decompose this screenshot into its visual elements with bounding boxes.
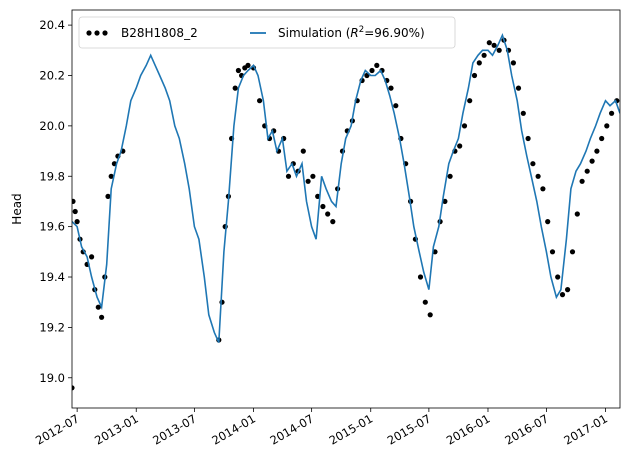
- y-tick-label: 19.4: [39, 270, 65, 284]
- observation-point: [310, 173, 316, 179]
- x-tick-label: 2016-01: [444, 411, 493, 447]
- observation-point: [427, 312, 433, 318]
- y-axis-label: Head: [10, 193, 24, 224]
- y-axis: 19.0 19.2 19.4 19.6 19.8 20.0 20.2 20.4: [39, 18, 72, 385]
- observation-point: [447, 173, 453, 179]
- y-tick-label: 19.8: [39, 169, 65, 183]
- observation-point: [555, 274, 561, 280]
- observation-point: [540, 186, 546, 192]
- legend-marker-observations: [94, 30, 100, 36]
- y-tick-label: 19.0: [39, 371, 65, 385]
- observation-point: [515, 85, 522, 91]
- observation-point: [72, 208, 78, 215]
- x-tick-label: 2012-07: [33, 411, 82, 447]
- observation-point: [569, 249, 576, 255]
- observation-point: [461, 123, 468, 129]
- observation-point: [520, 110, 526, 116]
- legend-marker-observations: [102, 30, 108, 36]
- observation-point: [442, 198, 448, 204]
- x-tick-label: 2015-01: [327, 411, 376, 447]
- x-tick-label: 2015-07: [385, 411, 434, 447]
- legend: B28H1808_2 Simulation (R2=96.90%): [78, 16, 456, 49]
- observation-point: [535, 173, 541, 179]
- legend-marker-observations: [86, 30, 92, 36]
- observation-point: [486, 40, 492, 46]
- simulation-line: [72, 32, 620, 343]
- observation-point: [300, 148, 306, 154]
- observation-point: [545, 219, 551, 225]
- observation-point: [584, 168, 590, 174]
- observation-point: [599, 135, 605, 142]
- x-tick-label: 2014-01: [209, 411, 258, 447]
- observation-point: [105, 193, 111, 199]
- observation-point: [471, 72, 478, 79]
- observation-point: [393, 103, 399, 109]
- x-tick-label: 2017-01: [561, 411, 610, 447]
- observation-point: [374, 62, 380, 68]
- observation-point: [305, 178, 311, 184]
- x-tick-label: 2013-01: [92, 411, 141, 447]
- observation-point: [320, 203, 326, 210]
- observation-points: [72, 37, 620, 391]
- x-axis: 2012-07 2013-01 2013-07 2014-01 2014-07 2015-…: [33, 408, 610, 448]
- observation-point: [525, 135, 531, 142]
- observation-point: [232, 85, 238, 91]
- y-tick-label: 19.6: [39, 220, 65, 234]
- observation-point: [74, 219, 80, 225]
- plot-frame: [71, 9, 621, 409]
- legend-label-simulation: Simulation (R2=96.90%): [278, 25, 425, 40]
- observation-point: [235, 67, 241, 74]
- y-tick-label: 20.2: [39, 68, 65, 82]
- observation-point: [491, 42, 497, 48]
- observation-point: [457, 143, 463, 149]
- observation-point: [609, 110, 615, 116]
- observation-point: [565, 287, 571, 293]
- observation-point: [388, 85, 394, 91]
- observation-point: [417, 274, 424, 280]
- legend-box: [78, 16, 456, 49]
- observation-point: [108, 173, 114, 179]
- observation-point: [594, 148, 600, 154]
- observation-point: [574, 211, 580, 217]
- observation-point: [559, 292, 566, 298]
- observation-point: [369, 67, 375, 74]
- observation-point: [530, 161, 536, 167]
- x-tick-label: 2014-07: [268, 411, 317, 447]
- observation-point: [496, 47, 502, 53]
- observation-point: [89, 254, 95, 260]
- x-tick-label: 2013-07: [150, 411, 199, 447]
- observation-point: [72, 385, 75, 391]
- observation-point: [549, 249, 556, 255]
- observation-point: [476, 60, 482, 66]
- observation-point: [422, 299, 428, 305]
- observation-point: [481, 52, 487, 58]
- y-tick-label: 20.4: [39, 18, 65, 32]
- y-tick-label: 19.2: [39, 320, 65, 334]
- observation-point: [325, 211, 331, 217]
- observation-point: [330, 219, 336, 225]
- observation-point: [467, 98, 473, 104]
- observation-point: [99, 314, 105, 320]
- observation-point: [579, 178, 585, 184]
- simulation-line-group: [72, 32, 620, 343]
- observation-point: [510, 60, 516, 66]
- observation-point: [257, 98, 263, 104]
- observation-point: [589, 158, 595, 164]
- y-tick-label: 20.0: [39, 119, 65, 133]
- legend-label-observations: B28H1808_2: [121, 26, 198, 40]
- observation-point: [604, 123, 610, 129]
- observation-point: [245, 62, 251, 68]
- x-tick-label: 2016-07: [502, 411, 551, 447]
- observation-point: [95, 304, 101, 310]
- observation-point: [285, 173, 292, 179]
- observation-point: [72, 198, 76, 204]
